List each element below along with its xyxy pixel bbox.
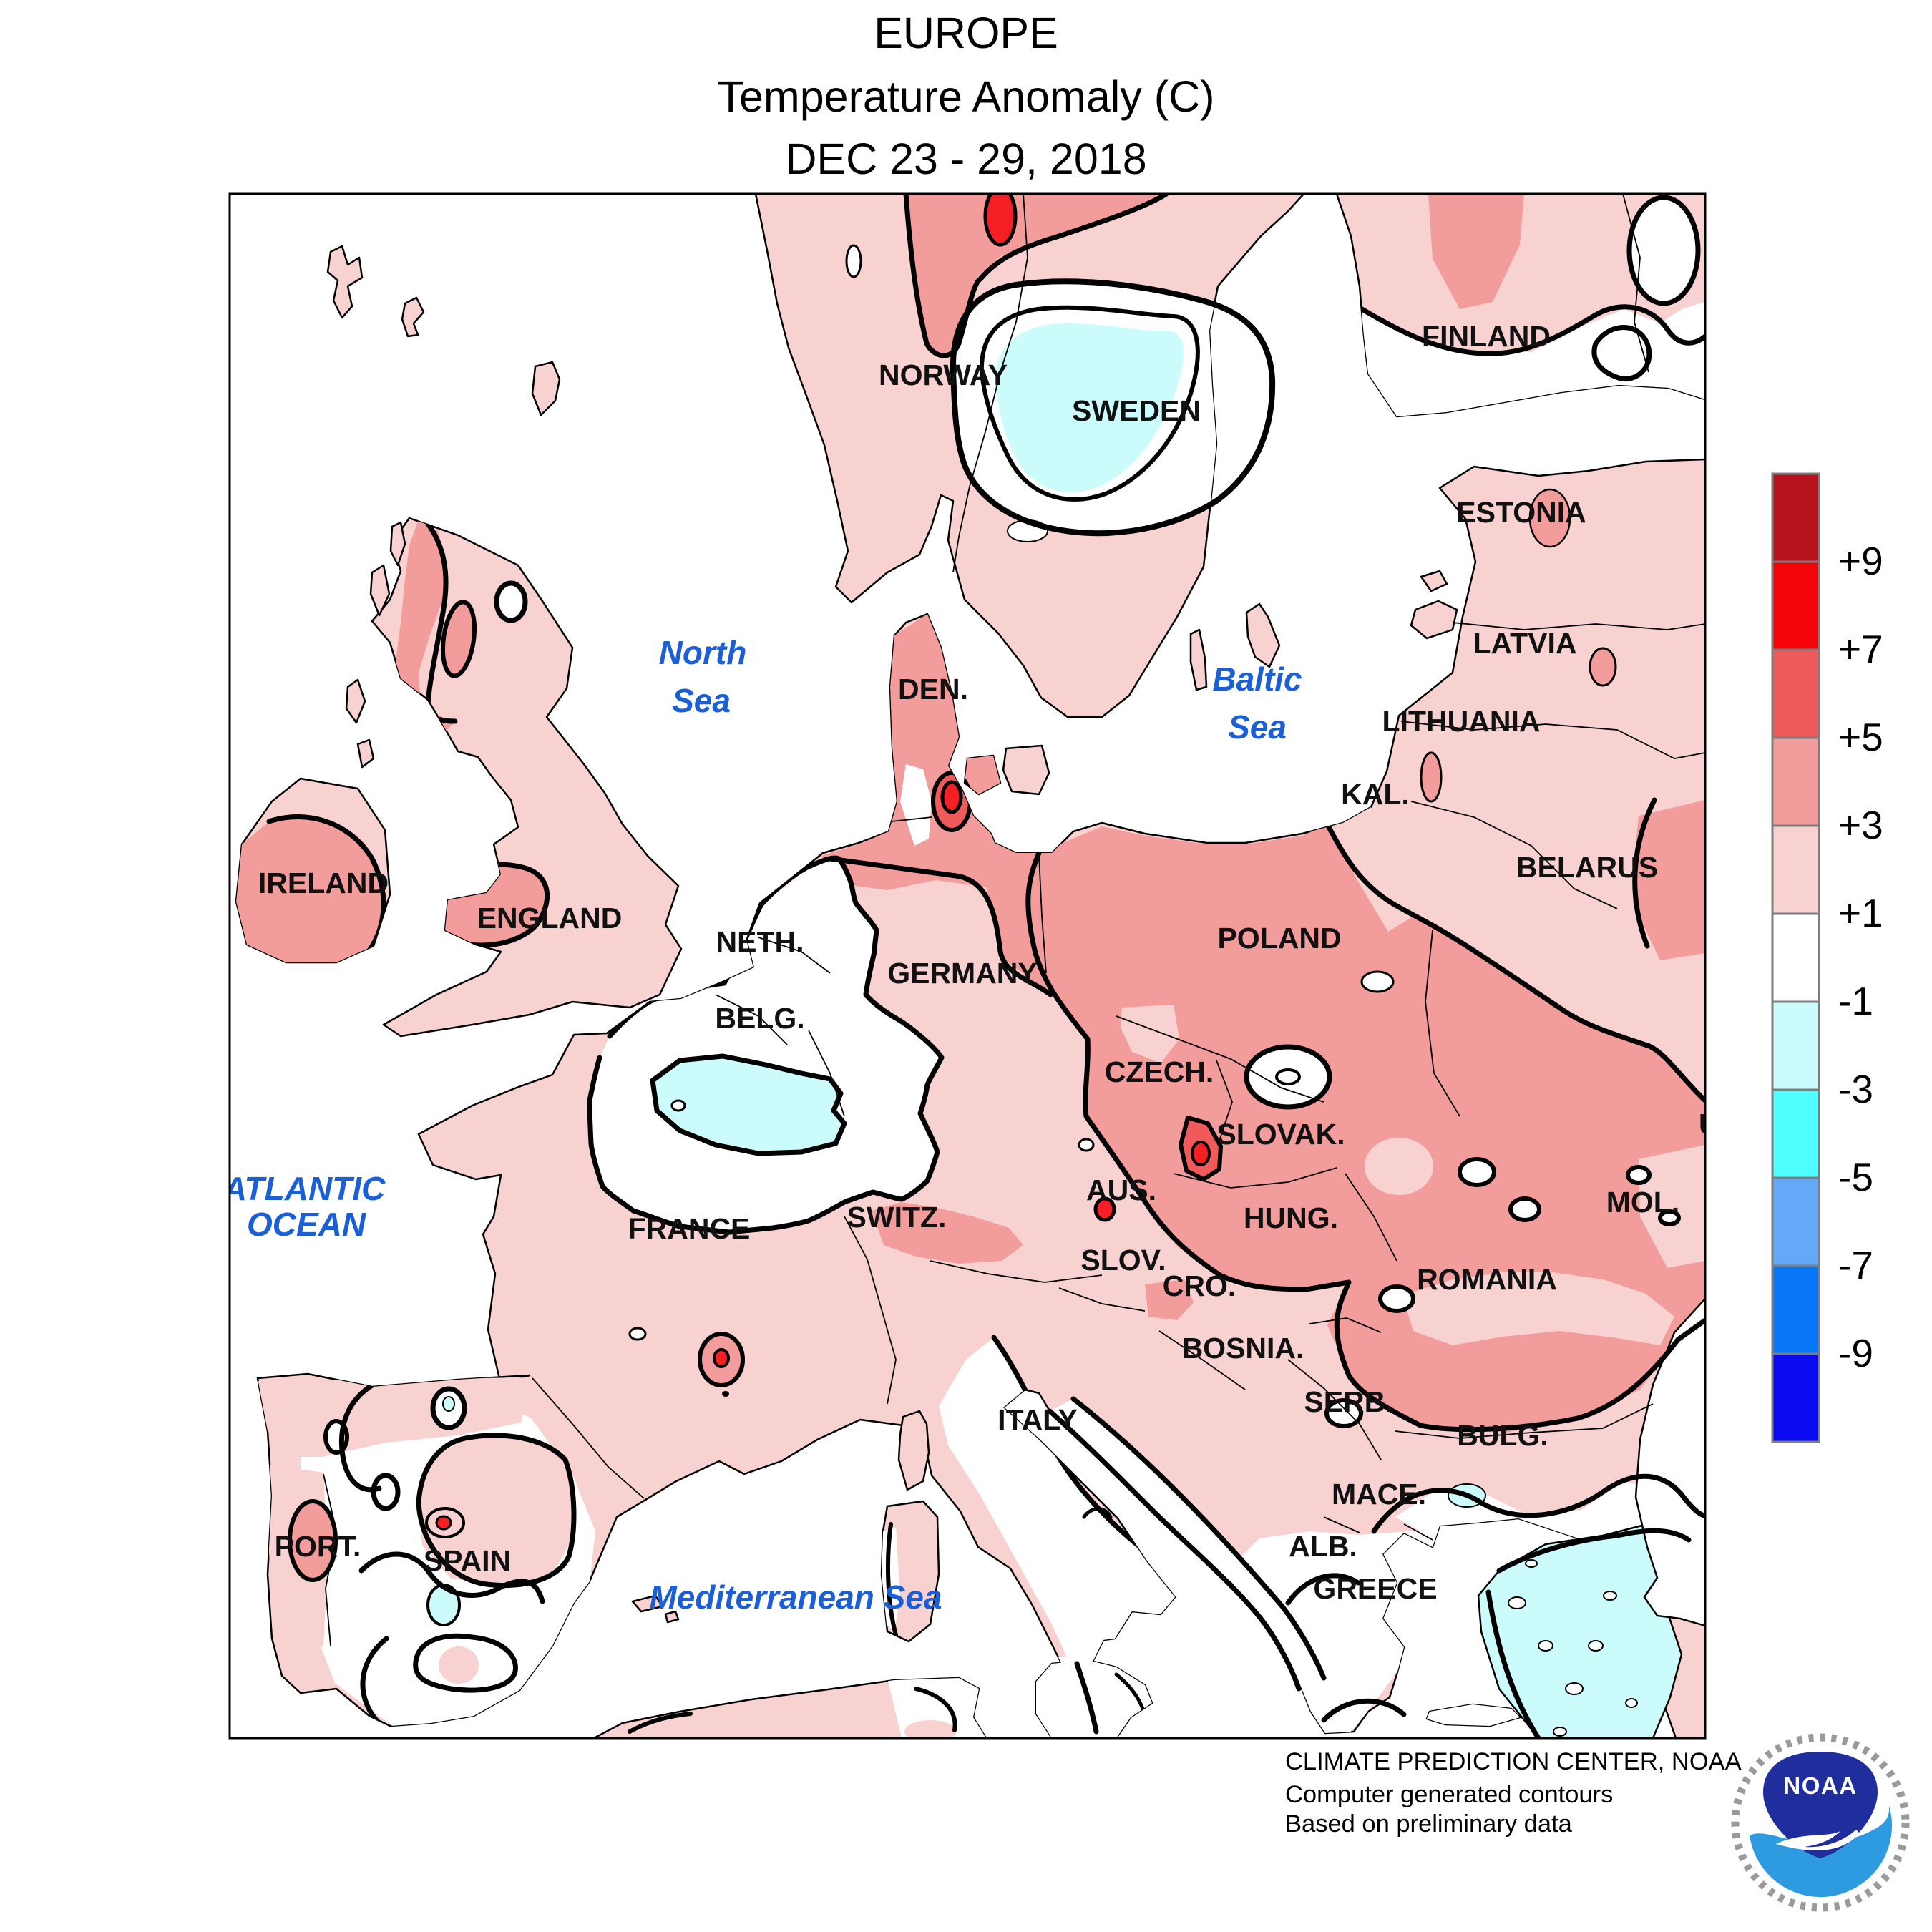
svg-text:+5: +5 <box>1838 715 1883 759</box>
svg-text:BELG.: BELG. <box>715 1002 804 1035</box>
svg-text:EUROPE: EUROPE <box>874 9 1058 57</box>
svg-text:CLIMATE PREDICTION CENTER, NOA: CLIMATE PREDICTION CENTER, NOAA <box>1285 1748 1742 1775</box>
svg-text:POLAND: POLAND <box>1217 922 1341 955</box>
svg-text:ATLANTIC: ATLANTIC <box>223 1170 386 1207</box>
svg-text:SPAIN: SPAIN <box>424 1544 511 1577</box>
svg-text:HUNG.: HUNG. <box>1244 1201 1338 1234</box>
svg-text:SERB.: SERB. <box>1304 1385 1393 1418</box>
svg-text:+7: +7 <box>1838 627 1883 671</box>
svg-text:Computer generated contours: Computer generated contours <box>1285 1781 1613 1808</box>
svg-text:Sea: Sea <box>672 682 731 719</box>
svg-text:SWEDEN: SWEDEN <box>1072 394 1201 427</box>
svg-text:+9: +9 <box>1838 539 1883 583</box>
svg-text:ENGLAND: ENGLAND <box>477 902 623 935</box>
svg-text:Sea: Sea <box>1228 708 1287 746</box>
svg-text:CRO.: CRO. <box>1163 1269 1236 1302</box>
svg-text:-5: -5 <box>1838 1155 1873 1199</box>
svg-text:NOAA: NOAA <box>1783 1772 1857 1799</box>
svg-text:BELARUS: BELARUS <box>1516 851 1658 884</box>
svg-text:MOL.: MOL. <box>1606 1186 1679 1219</box>
svg-text:-9: -9 <box>1838 1331 1873 1375</box>
svg-text:GERMANY: GERMANY <box>887 957 1038 990</box>
svg-text:Mediterranean Sea: Mediterranean Sea <box>649 1579 942 1616</box>
svg-text:SWITZ.: SWITZ. <box>847 1201 947 1234</box>
svg-text:NORWAY: NORWAY <box>879 358 1008 391</box>
svg-text:MACE.: MACE. <box>1332 1478 1426 1511</box>
svg-text:FINLAND: FINLAND <box>1422 320 1551 353</box>
svg-text:ESTONIA: ESTONIA <box>1456 496 1586 529</box>
svg-text:+1: +1 <box>1838 891 1883 935</box>
svg-text:ALB.: ALB. <box>1289 1530 1357 1563</box>
svg-text:Baltic: Baltic <box>1212 660 1302 698</box>
svg-text:NETH.: NETH. <box>716 925 804 958</box>
svg-text:DEC 23 - 29, 2018: DEC 23 - 29, 2018 <box>785 135 1146 183</box>
svg-text:BULG.: BULG. <box>1457 1419 1548 1452</box>
svg-text:BOSNIA.: BOSNIA. <box>1182 1332 1304 1365</box>
svg-text:AUS.: AUS. <box>1086 1174 1156 1206</box>
svg-text:SLOVAK.: SLOVAK. <box>1216 1118 1345 1151</box>
svg-text:LATVIA: LATVIA <box>1473 627 1576 660</box>
svg-text:CZECH.: CZECH. <box>1105 1055 1214 1088</box>
svg-text:North: North <box>659 634 747 671</box>
svg-text:SLOV.: SLOV. <box>1080 1244 1166 1277</box>
svg-text:KAL.: KAL. <box>1341 778 1410 811</box>
svg-text:ROMANIA: ROMANIA <box>1417 1263 1557 1296</box>
svg-text:-7: -7 <box>1838 1243 1873 1287</box>
svg-text:Based on preliminary data: Based on preliminary data <box>1285 1810 1573 1838</box>
svg-text:+3: +3 <box>1838 803 1883 847</box>
svg-text:UK: UK <box>1699 1108 1742 1141</box>
svg-text:Temperature Anomaly (C): Temperature Anomaly (C) <box>718 72 1215 121</box>
svg-text:LITHUANIA: LITHUANIA <box>1382 705 1541 738</box>
svg-text:IRELAND: IRELAND <box>258 867 389 899</box>
svg-text:-1: -1 <box>1838 979 1873 1023</box>
svg-text:DEN.: DEN. <box>898 673 968 706</box>
svg-text:FRANCE: FRANCE <box>628 1212 751 1245</box>
svg-text:-3: -3 <box>1838 1067 1873 1111</box>
svg-text:ITALY: ITALY <box>997 1403 1078 1436</box>
svg-text:OCEAN: OCEAN <box>247 1206 366 1243</box>
svg-text:GREECE: GREECE <box>1313 1572 1437 1605</box>
svg-text:PORT.: PORT. <box>275 1530 361 1563</box>
